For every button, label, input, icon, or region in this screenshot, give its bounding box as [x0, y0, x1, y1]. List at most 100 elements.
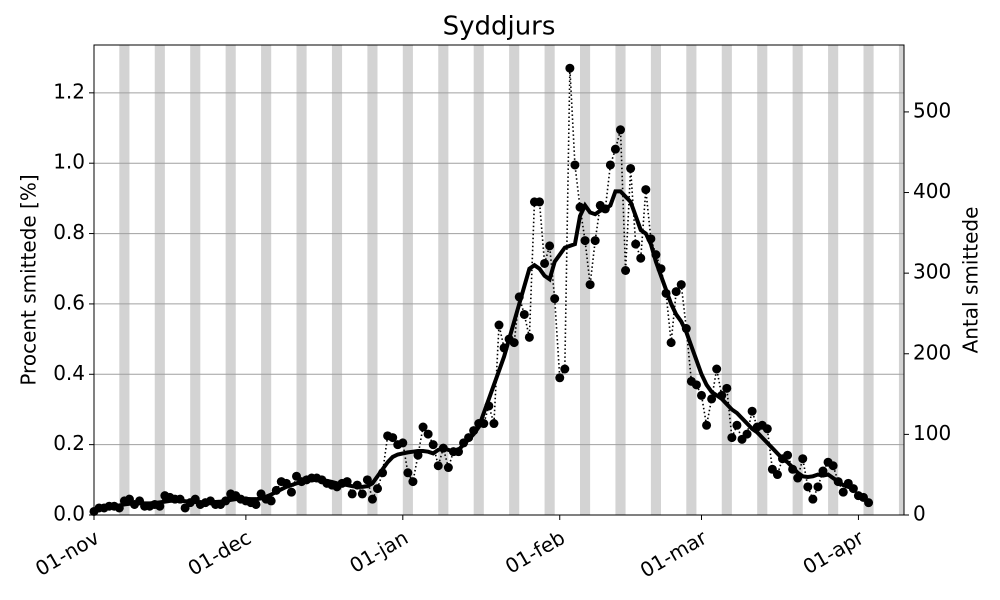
weekend-band [296, 45, 307, 515]
data-point [798, 454, 808, 464]
y2-tick-label: 200 [913, 340, 951, 364]
y2-tick-label: 300 [913, 260, 951, 284]
weekend-band [119, 45, 130, 515]
data-point [616, 125, 625, 135]
y2-tick-label: 400 [913, 179, 951, 203]
data-point [605, 160, 615, 170]
data-point [560, 364, 570, 374]
data-point [676, 280, 686, 290]
data-point [585, 280, 595, 290]
weekend-band [225, 45, 236, 515]
data-point [418, 422, 428, 432]
weekend-band [331, 45, 343, 515]
data-point [367, 494, 377, 504]
data-point [666, 338, 676, 348]
data-point [732, 420, 742, 430]
weekend-band [154, 45, 165, 515]
data-point [433, 461, 443, 471]
y2-axis-label: Antal smittede [959, 207, 983, 354]
data-point [357, 489, 367, 499]
weekend-band [438, 45, 449, 515]
series-line [93, 189, 855, 512]
y-tick-label: 1.2 [53, 79, 85, 103]
data-point [762, 424, 772, 434]
y-tick-label: 0.2 [53, 431, 85, 455]
data-point [772, 470, 782, 480]
y-tick-label: 0.4 [53, 361, 85, 385]
weekend-band [615, 45, 626, 515]
data-point [702, 420, 712, 430]
data-point [707, 394, 717, 404]
weekend-band [650, 45, 661, 515]
y-tick-label: 0.8 [53, 220, 85, 244]
data-point [747, 406, 757, 416]
data-point [691, 380, 701, 390]
data-point [626, 163, 636, 173]
data-point [727, 433, 737, 443]
x-tick-label: 01-jan [345, 525, 412, 577]
data-point [590, 236, 600, 246]
weekend-band [367, 45, 378, 515]
data-point [398, 438, 408, 448]
data-point [347, 489, 357, 499]
x-tick-label: 01-mar [636, 525, 712, 582]
weekend-band [721, 45, 732, 515]
y-tick-label: 1.0 [53, 150, 85, 174]
data-point [524, 332, 534, 342]
data-point [408, 477, 418, 487]
weekend-band [402, 45, 413, 515]
data-point [251, 499, 261, 509]
data-point [423, 429, 433, 439]
data-point [555, 373, 565, 383]
weekend-band [190, 45, 201, 515]
weekend-band [757, 45, 768, 515]
data-point [712, 364, 722, 374]
data-point [864, 498, 874, 508]
data-point [671, 287, 681, 297]
data-point [535, 197, 544, 207]
data-point [494, 320, 504, 330]
data-point [362, 475, 372, 485]
data-point [373, 484, 382, 494]
weekend-band [863, 45, 874, 515]
data-point [813, 482, 823, 492]
chart-title: Syddjurs [443, 12, 556, 42]
data-point [519, 309, 529, 319]
x-tick-label: 01-dec [184, 525, 255, 580]
weekend-band [509, 45, 520, 515]
data-point [636, 253, 646, 263]
data-point [550, 294, 560, 304]
data-point [742, 429, 752, 439]
data-point [783, 450, 793, 460]
data-point [722, 383, 732, 393]
weekend-band [686, 45, 697, 515]
data-point [570, 160, 580, 170]
weekend-band [898, 45, 904, 515]
x-tick-label: 01-apr [799, 525, 869, 579]
data-point [803, 482, 813, 492]
data-point [838, 487, 848, 497]
y-axis-label: Procent smittede [%] [17, 174, 41, 385]
y-tick-label: 0.6 [53, 290, 85, 314]
data-point [388, 433, 398, 443]
data-point [428, 440, 438, 450]
data-point [580, 236, 590, 246]
plot-frame [93, 44, 905, 516]
y2-tick-label: 0 [913, 502, 926, 526]
x-tick-label: 01-feb [501, 525, 569, 578]
data-point [641, 185, 651, 195]
weekend-band [792, 45, 803, 515]
data-point [403, 468, 413, 478]
weekend-band [580, 45, 591, 515]
data-point [443, 463, 453, 473]
data-point [540, 258, 550, 268]
data-point [808, 494, 818, 504]
data-point [266, 496, 276, 506]
data-point [286, 487, 296, 497]
y2-tick-label: 500 [913, 98, 951, 122]
y-tick-label: 0.0 [53, 502, 85, 526]
weekend-band [473, 45, 484, 515]
data-point [565, 63, 575, 73]
